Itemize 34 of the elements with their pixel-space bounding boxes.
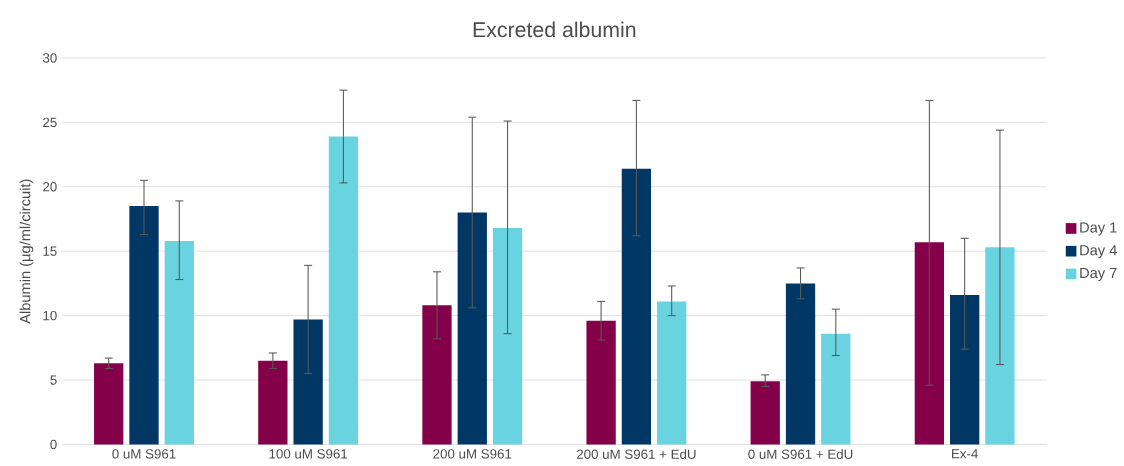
y-tick-label: 15 — [43, 246, 57, 256]
legend-label: Day 1 — [1080, 222, 1117, 236]
bar — [94, 363, 124, 445]
x-tick-label: 200 uM S961 + EdU — [576, 448, 696, 459]
bar — [328, 136, 359, 445]
y-tick-label: 20 — [43, 181, 57, 192]
bar — [492, 227, 523, 445]
x-tick-label: 100 uM S961 — [269, 448, 348, 459]
chart-title: Excreted albumin — [473, 21, 636, 38]
bar — [821, 333, 851, 445]
bar — [258, 360, 288, 445]
y-axis-title: Albumin (µg/ml/circuit) — [19, 179, 34, 324]
y-tick-label: 10 — [43, 310, 57, 321]
x-tick-label: 0 uM S961 + EdU — [748, 448, 853, 459]
x-tick-label: Ex-4 — [952, 448, 978, 459]
bar — [621, 168, 652, 445]
bar — [129, 205, 159, 445]
bar — [657, 301, 687, 445]
bar — [422, 305, 452, 445]
bar — [586, 320, 616, 445]
x-tick-label: 0 uM S961 — [112, 448, 176, 459]
bar — [750, 381, 780, 445]
bar — [164, 240, 194, 445]
y-tick-label: 0 — [50, 439, 57, 449]
bar — [457, 212, 487, 445]
legend-label: Day 7 — [1080, 267, 1117, 281]
legend-label: Day 4 — [1080, 244, 1117, 259]
bar — [293, 319, 323, 445]
y-tick-label: 5 — [50, 375, 57, 385]
y-tick-label: 25 — [43, 117, 57, 127]
bar — [785, 283, 816, 445]
bar — [950, 294, 980, 445]
x-tick-label: 200 uM S961 — [433, 448, 512, 459]
y-tick-label: 30 — [42, 53, 57, 63]
